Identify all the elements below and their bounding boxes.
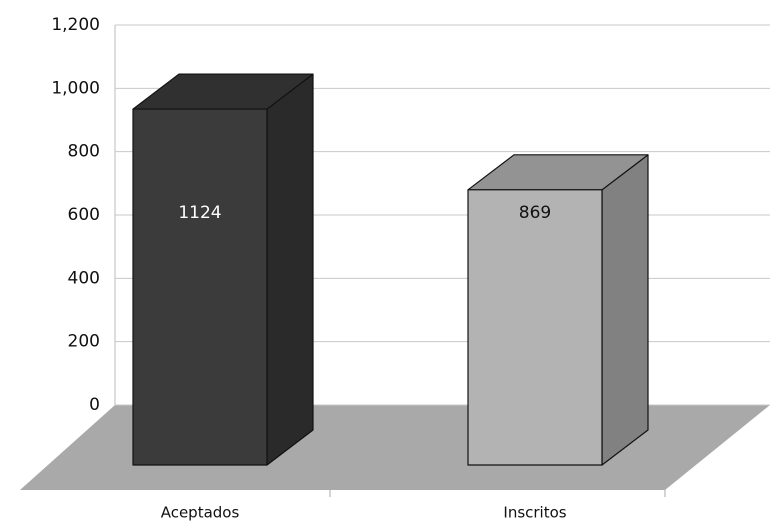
- value-label: 869: [519, 203, 551, 223]
- bar-side: [266, 73, 314, 466]
- y-tick-label: 1,200: [51, 15, 100, 35]
- y-tick-label: 1,000: [51, 78, 100, 98]
- bar: [467, 189, 603, 466]
- y-tick-label: 400: [68, 268, 100, 288]
- x-tick-label: Inscritos: [503, 504, 566, 522]
- y-tick-label: 800: [68, 142, 100, 162]
- y-tick-label: 600: [68, 205, 100, 225]
- bar-side: [601, 154, 649, 466]
- y-tick-label: 200: [68, 332, 100, 352]
- x-tick-label: Aceptados: [161, 504, 240, 522]
- bar: [132, 108, 268, 466]
- y-tick-label: 0: [89, 395, 100, 415]
- value-label: 1124: [178, 203, 221, 223]
